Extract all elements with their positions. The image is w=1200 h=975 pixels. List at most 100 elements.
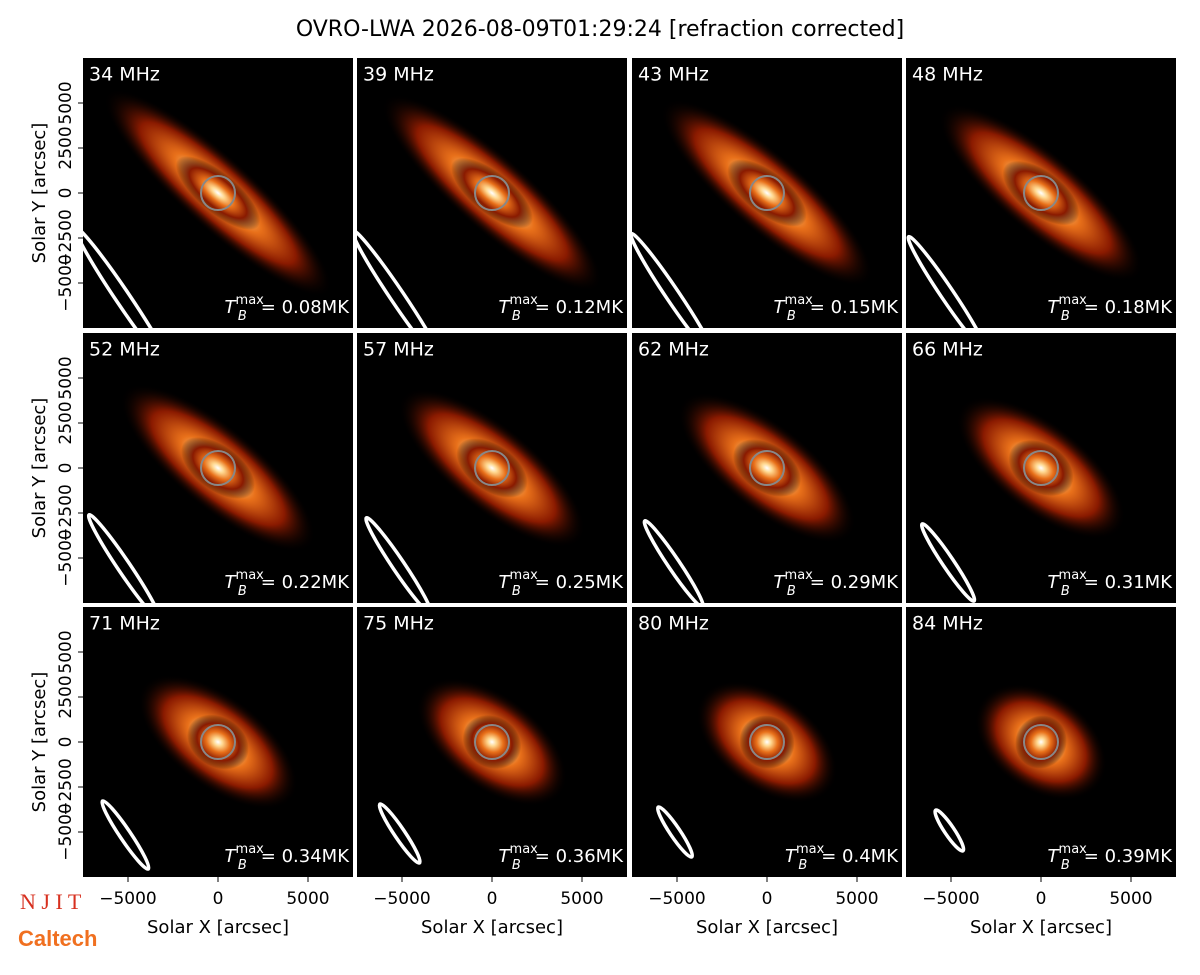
solar-disk [200,175,236,211]
tb-annotation: Tmax B = 0.39MK [1048,842,1174,873]
panel-content [83,333,353,603]
panel: 48 MHz Tmax B = 0.18MK [906,58,1176,328]
panel: 84 MHz Tmax B = 0.39MK [906,607,1176,877]
tb-symbol: T [499,846,512,867]
beam [933,808,966,853]
y-tick-label: 2500 [56,126,76,169]
tb-sub: B [798,858,807,873]
solar-disk [474,724,510,760]
y-tick-label: 0 [56,188,76,199]
beam [906,234,988,328]
panel-content [357,333,627,603]
tb-annotation: Tmax B = 0.22MK [225,568,351,599]
tb-sup: max [1059,293,1088,308]
x-tick-label: 5000 [1109,889,1152,909]
tb-value: = 0.34MK [261,846,350,867]
x-tick-label: 0 [213,889,224,909]
logo-caltech: Caltech [18,926,97,951]
panel-content [83,58,353,328]
solar-disk [1023,175,1059,211]
x-tick-label: −5000 [648,889,706,909]
beam [83,225,173,328]
tb-sub: B [512,309,521,324]
panel: 80 MHz Tmax B = 0.4MK [632,607,902,877]
tb-sub: B [1061,584,1070,599]
panel: 62 MHz Tmax B = 0.29MK [632,333,902,603]
tb-sup: max [796,842,825,857]
y-tick-label: 5000 [56,81,76,124]
x-tick-label: −5000 [922,889,980,909]
y-tick-label: 5000 [56,630,76,673]
y-tick-label: −5000 [56,529,76,587]
tb-annotation: Tmax B = 0.08MK [225,293,351,324]
beam [377,802,422,865]
tb-value: = 0.36MK [535,846,624,867]
x-tick-label: 0 [487,889,498,909]
solar-disk [749,724,785,760]
panel: 34 MHz Tmax B = 0.08MK [83,58,353,328]
panel: 43 MHz Tmax B = 0.15MK [632,58,902,328]
tb-symbol: T [1048,572,1061,593]
tb-value: = 0.12MK [535,297,624,318]
x-tick-label: 5000 [286,889,329,909]
tb-sup: max [510,842,539,857]
tb-value: = 0.08MK [261,297,350,318]
beam [919,522,977,603]
tb-sup: max [785,568,814,583]
solar-disk [1023,450,1059,486]
solar-disk [749,450,785,486]
solar-disk [1023,724,1059,760]
tb-sub: B [238,858,247,873]
x-axis-label: Solar X [arcsec] [696,917,838,938]
tb-sup: max [510,293,539,308]
beam [642,519,706,603]
x-axis-label: Solar X [arcsec] [421,917,563,938]
frequency-label: 57 MHz [363,339,434,361]
chart-title: OVRO-LWA 2026-08-09T01:29:24 [refraction… [296,17,904,42]
emission-core [175,156,261,230]
tb-symbol: T [225,846,238,867]
tb-symbol: T [499,297,512,318]
tb-sup: max [236,568,265,583]
y-axis-label: Solar Y [arcsec] [29,672,50,813]
x-tick-label: 0 [762,889,773,909]
panel-content [906,333,1176,603]
tb-sub: B [512,858,521,873]
tb-annotation: Tmax B = 0.36MK [499,842,625,873]
x-tick-label: 5000 [560,889,603,909]
panel-content [357,58,627,328]
tb-annotation: Tmax B = 0.12MK [499,293,625,324]
y-axis-label: Solar Y [arcsec] [29,398,50,539]
frequency-label: 66 MHz [912,339,983,361]
tb-value: = 0.31MK [1084,572,1173,593]
frequency-label: 71 MHz [89,613,160,635]
panel: 75 MHz Tmax B = 0.36MK [357,607,627,877]
beam [357,228,444,328]
tb-sub: B [787,584,796,599]
y-tick-label: 2500 [56,675,76,718]
tb-value: = 0.18MK [1084,297,1173,318]
x-tick-label: −5000 [373,889,431,909]
frequency-label: 62 MHz [638,339,709,361]
tb-sup: max [785,293,814,308]
tb-annotation: Tmax B = 0.18MK [1048,293,1174,324]
panel: 39 MHz Tmax B = 0.12MK [357,58,627,328]
tb-sub: B [512,584,521,599]
tb-sup: max [1059,842,1088,857]
tb-annotation: Tmax B = 0.31MK [1048,568,1174,599]
y-axis-label: Solar Y [arcsec] [29,123,50,264]
emission-core [462,714,522,770]
panel-content [632,607,902,877]
tb-symbol: T [499,572,512,593]
emission-core [732,439,802,497]
beam [632,231,717,328]
frequency-label: 43 MHz [638,64,709,86]
tb-sup: max [510,568,539,583]
emission-core [1002,160,1080,226]
emission-core [1015,715,1067,769]
tb-sup: max [1059,568,1088,583]
emission-core [451,157,533,229]
tb-value: = 0.25MK [535,572,624,593]
panel: 66 MHz Tmax B = 0.31MK [906,333,1176,603]
